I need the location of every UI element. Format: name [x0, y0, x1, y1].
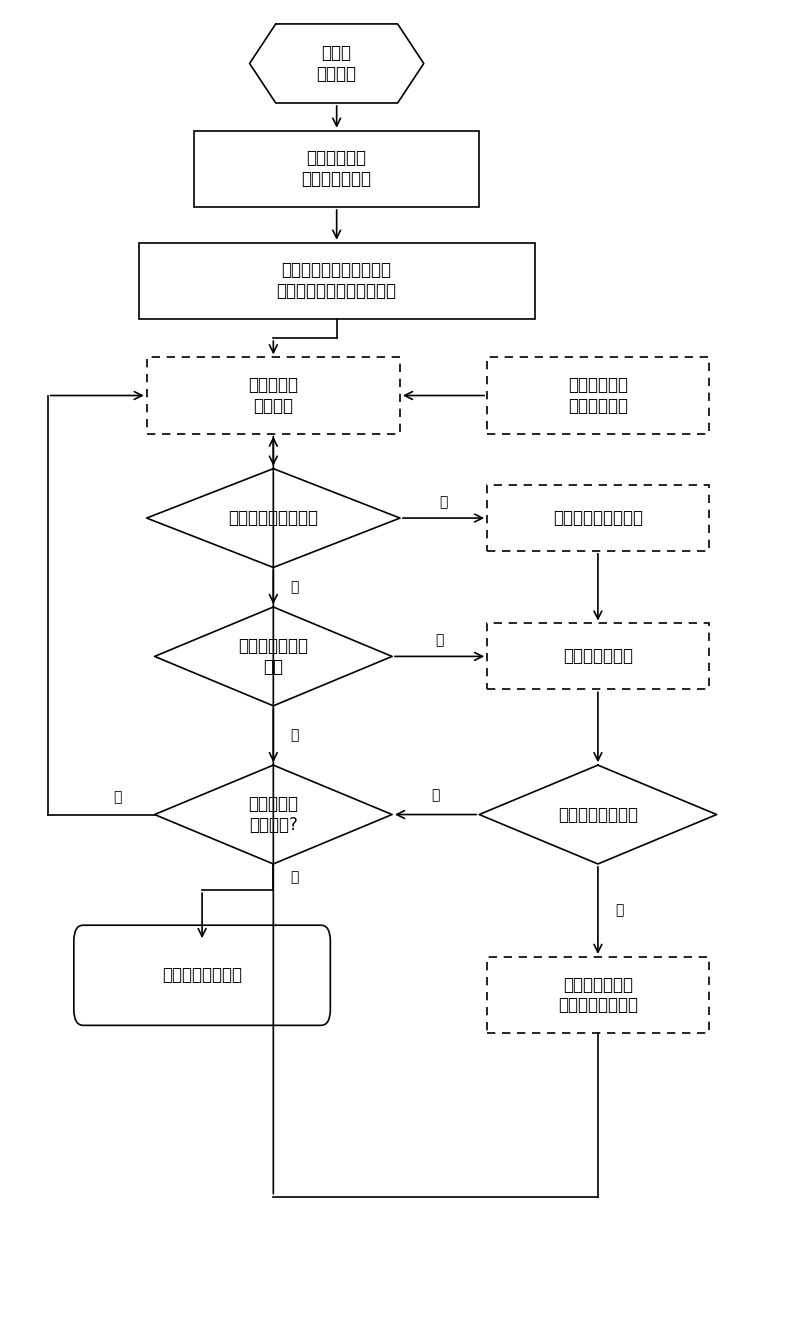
- Bar: [487, 623, 709, 690]
- Bar: [487, 357, 709, 434]
- Bar: [194, 131, 479, 207]
- Text: 是: 是: [615, 903, 624, 918]
- Text: 是: 是: [439, 495, 448, 509]
- Text: 是: 是: [435, 634, 444, 647]
- Text: 完成跟踪处理流程: 完成跟踪处理流程: [162, 967, 242, 984]
- Text: 建立状态方程和观测方程
初始化观测噪声和状态噪声: 建立状态方程和观测方程 初始化观测噪声和状态噪声: [277, 261, 397, 300]
- Text: 否: 否: [290, 581, 299, 594]
- Bar: [487, 957, 709, 1033]
- Text: 构建滤波器
开始滤波: 构建滤波器 开始滤波: [248, 377, 298, 415]
- Bar: [146, 357, 400, 434]
- Text: 否: 否: [431, 788, 440, 802]
- Text: 确定跟踪环路
观测量和状态量: 确定跟踪环路 观测量和状态量: [302, 150, 372, 188]
- Bar: [138, 243, 534, 320]
- Text: 是否到滤波更新时间: 是否到滤波更新时间: [228, 509, 318, 526]
- Text: 重置跟踪滤波器
重新开始滤波过程: 重置跟踪滤波器 重新开始滤波过程: [558, 976, 638, 1014]
- Text: 计算新息协方差矩阵: 计算新息协方差矩阵: [553, 509, 643, 526]
- Text: 本发明
算法流程: 本发明 算法流程: [317, 44, 357, 82]
- Text: 数据块计算
是否完成?: 数据块计算 是否完成?: [248, 796, 298, 834]
- Text: 计算失锁检测量: 计算失锁检测量: [563, 647, 633, 666]
- Text: 设定虚警概率
计算失锁门限: 设定虚警概率 计算失锁门限: [568, 377, 628, 415]
- Text: 是否到失锁检测
时间: 是否到失锁检测 时间: [238, 636, 308, 676]
- Text: 是: 是: [290, 870, 299, 884]
- Text: 否: 否: [290, 728, 299, 743]
- Text: 否: 否: [113, 790, 121, 805]
- Bar: [487, 485, 709, 552]
- Text: 是否大于失锁门限: 是否大于失锁门限: [558, 805, 638, 823]
- FancyBboxPatch shape: [74, 926, 330, 1025]
